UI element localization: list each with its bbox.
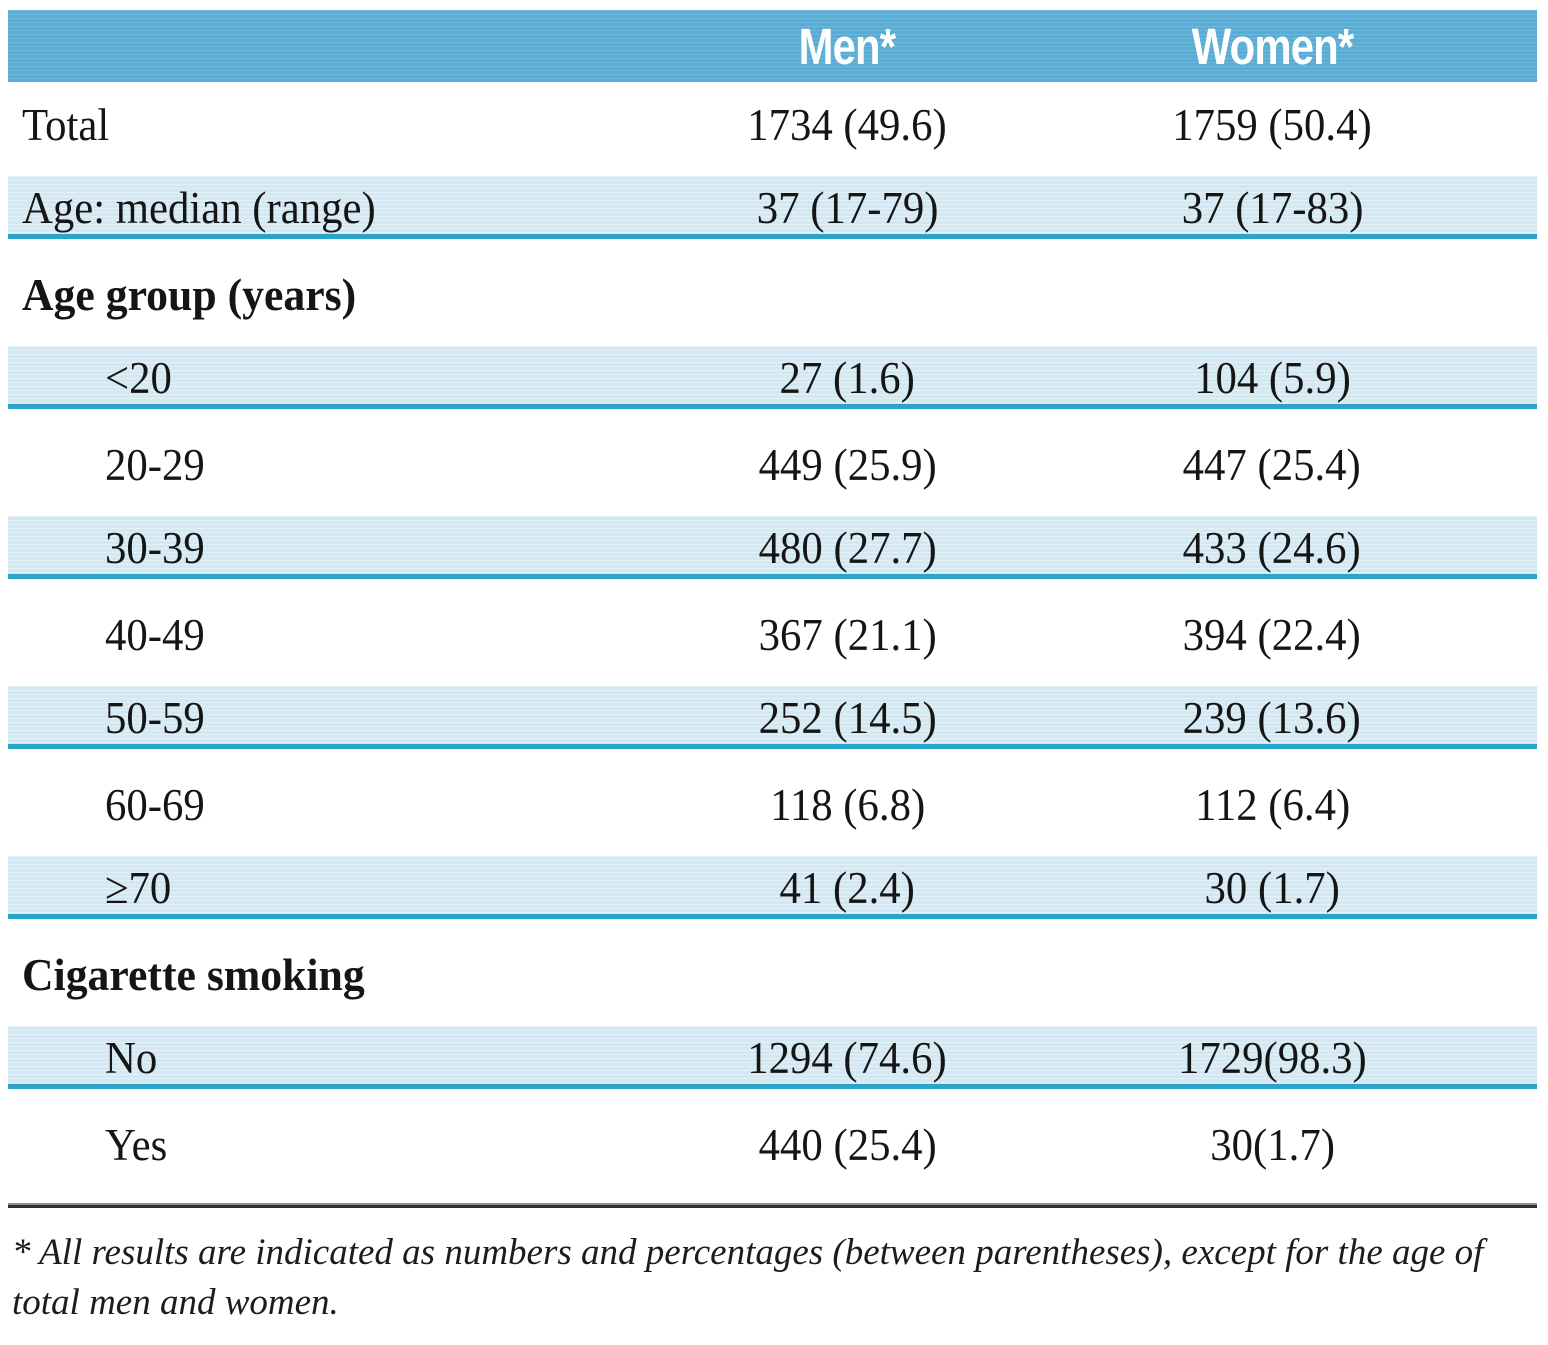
column-header-men: Men*: [639, 17, 1055, 76]
women-value: 1759 (50.4): [1172, 99, 1372, 150]
table-row-age-20-29: 20-29 449 (25.9) 447 (25.4): [8, 422, 1537, 507]
column-header-men-label: Men*: [799, 17, 896, 75]
row-label: ≥70: [105, 862, 172, 913]
women-value: 394 (22.4): [1183, 609, 1362, 660]
row-label: 20-29: [105, 439, 205, 490]
table-row-smoking-no: No 1294 (74.6) 1729(98.3): [8, 1017, 1537, 1102]
section-header-age-group: Age group (years): [8, 252, 1537, 337]
men-value: 440 (25.4): [758, 1119, 937, 1170]
footnote-text: * All results are indicated as numbers a…: [12, 1232, 1484, 1324]
table-row-age-lt20: <20 27 (1.6) 104 (5.9): [8, 337, 1537, 422]
women-value: 37 (17-83): [1181, 182, 1364, 233]
column-header-women: Women*: [1055, 17, 1537, 76]
men-value: 27 (1.6): [779, 352, 916, 403]
row-label: No: [105, 1032, 158, 1083]
demographics-table: Men* Women* Total 1734 (49.6) 1759 (50.4…: [8, 10, 1537, 1329]
column-header-women-label: Women*: [1191, 17, 1353, 75]
table-row-total: Total 1734 (49.6) 1759 (50.4): [8, 82, 1537, 167]
row-label: 60-69: [105, 779, 205, 830]
row-label: Total: [22, 99, 110, 150]
men-value: 480 (27.7): [758, 522, 937, 573]
row-label: <20: [105, 352, 172, 403]
women-value: 30(1.7): [1209, 1119, 1335, 1170]
men-value: 118 (6.8): [769, 779, 925, 830]
women-value: 1729(98.3): [1177, 1032, 1367, 1083]
section-title: Cigarette smoking: [22, 949, 365, 1000]
section-title: Age group (years): [22, 269, 357, 320]
row-label: 50-59: [105, 692, 205, 743]
table-footnote: * All results are indicated as numbers a…: [8, 1208, 1537, 1329]
table-row-age-50-59: 50-59 252 (14.5) 239 (13.6): [8, 677, 1537, 762]
table-row-smoking-yes: Yes 440 (25.4) 30(1.7): [8, 1102, 1537, 1187]
women-value: 30 (1.7): [1204, 862, 1340, 913]
table-row-age-60-69: 60-69 118 (6.8) 112 (6.4): [8, 762, 1537, 847]
men-value: 449 (25.9): [758, 439, 937, 490]
table-row-age-median: Age: median (range) 37 (17-79) 37 (17-83…: [8, 167, 1537, 252]
women-value: 447 (25.4): [1183, 439, 1362, 490]
footnote-separator-line: [8, 1203, 1537, 1208]
table-row-age-30-39: 30-39 480 (27.7) 433 (24.6): [8, 507, 1537, 592]
table-row-age-40-49: 40-49 367 (21.1) 394 (22.4): [8, 592, 1537, 677]
row-label: Age: median (range): [22, 182, 376, 233]
women-value: 433 (24.6): [1183, 522, 1362, 573]
men-value: 37 (17-79): [756, 182, 939, 233]
women-value: 104 (5.9): [1193, 352, 1351, 403]
table-header-row: Men* Women*: [8, 10, 1537, 82]
women-value: 239 (13.6): [1183, 692, 1362, 743]
men-value: 252 (14.5): [758, 692, 937, 743]
men-value: 41 (2.4): [779, 862, 916, 913]
table-row-age-ge70: ≥70 41 (2.4) 30 (1.7): [8, 847, 1537, 932]
men-value: 367 (21.1): [758, 609, 937, 660]
row-label: 40-49: [105, 609, 205, 660]
women-value: 112 (6.4): [1194, 779, 1350, 830]
row-label: Yes: [105, 1119, 168, 1170]
row-label: 30-39: [105, 522, 205, 573]
section-header-cigarette-smoking: Cigarette smoking: [8, 932, 1537, 1017]
men-value: 1734 (49.6): [747, 99, 948, 150]
men-value: 1294 (74.6): [747, 1032, 948, 1083]
